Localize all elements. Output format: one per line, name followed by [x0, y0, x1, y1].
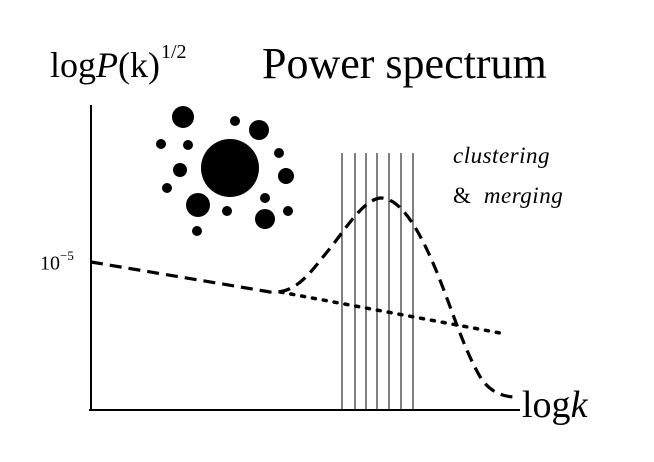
annotation-clustering: clustering: [453, 143, 550, 168]
y-tick-label: 10−5: [40, 248, 74, 275]
x-axis-label: logk: [522, 384, 588, 426]
diagram-title: Power spectrum: [262, 39, 547, 88]
primordial-dotted-line: [278, 290, 502, 335]
galaxy-clustering-dots-icon: [156, 106, 294, 236]
spectrum-dashed-curve: [90, 196, 517, 399]
annotation-merging: & merging: [453, 183, 564, 208]
mode-band-lines: [341, 153, 414, 410]
y-axis-label: logP(k)1/2: [50, 41, 187, 85]
